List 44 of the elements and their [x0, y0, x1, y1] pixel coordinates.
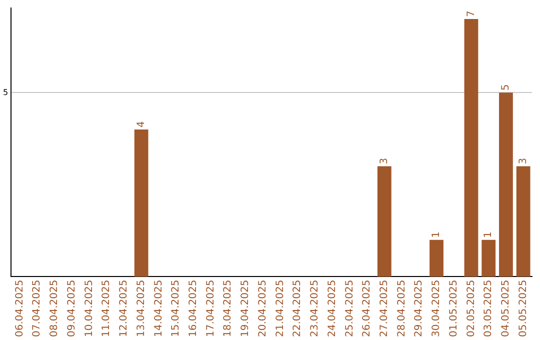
data-label: 1: [483, 232, 494, 238]
data-label: 1: [431, 232, 442, 238]
bar: [499, 92, 513, 277]
data-label: 3: [379, 158, 390, 164]
x-tick-label: 21.04.2025: [274, 280, 286, 338]
x-tick-label: 19.04.2025: [240, 280, 252, 338]
bar: [516, 166, 530, 277]
x-tick-label: 11.04.2025: [101, 280, 112, 338]
x-tick-label: 30.04.2025: [431, 280, 442, 338]
x-tick-label: 24.04.2025: [326, 280, 338, 338]
x-tick-label: 08.04.2025: [49, 280, 60, 338]
x-tick-label: 12.04.2025: [118, 280, 130, 338]
x-tick-label: 16.04.2025: [188, 280, 199, 338]
x-tick-label: 04.05.2025: [500, 280, 512, 338]
bar: [430, 240, 444, 277]
x-tick-label: 23.04.2025: [310, 280, 321, 338]
bar: [482, 240, 496, 277]
x-tick-label: 14.04.2025: [153, 280, 164, 338]
x-tick-label: 20.04.2025: [257, 280, 268, 338]
x-tick-label: 02.05.2025: [466, 280, 477, 338]
x-tick-label: 28.04.2025: [396, 280, 408, 338]
data-label: 5: [500, 84, 512, 91]
bar: [134, 129, 148, 277]
data-label: 4: [136, 121, 147, 128]
x-tick-label: 26.04.2025: [362, 280, 373, 338]
x-tick-label: 06.04.2025: [14, 280, 26, 338]
bar: [377, 166, 392, 277]
x-tick-label: 13.04.2025: [136, 280, 147, 338]
x-tick-label: 18.04.2025: [222, 280, 234, 338]
x-tick-label: 17.04.2025: [205, 280, 216, 338]
x-tick-label: 09.04.2025: [66, 280, 78, 338]
data-label: 7: [466, 10, 477, 18]
x-tick-label: 07.04.2025: [32, 280, 43, 338]
x-tick-label: 05.05.2025: [518, 280, 529, 338]
x-tick-label: 22.04.2025: [292, 280, 304, 338]
x-tick-label: 15.04.2025: [170, 280, 182, 338]
x-tick-label: 03.05.2025: [483, 280, 494, 338]
bar: [464, 19, 478, 277]
data-label: 3: [518, 158, 529, 164]
x-tick-label: 01.05.2025: [448, 280, 460, 338]
x-tick-label: 25.04.2025: [344, 280, 356, 338]
x-tick-label: 29.04.2025: [414, 280, 425, 338]
x-tick-label: 27.04.2025: [379, 280, 390, 338]
x-tick-label: 10.04.2025: [84, 280, 95, 338]
